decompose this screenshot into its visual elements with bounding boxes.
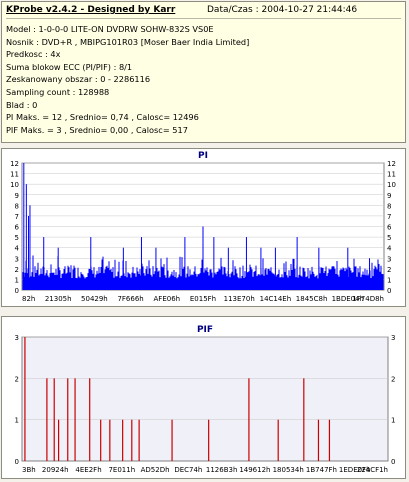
x-tick-label: 1BDE04h (332, 295, 364, 303)
y-tick-label-right: 12 (387, 160, 396, 168)
y-tick-label-right: 7 (387, 213, 391, 221)
y-tick-label-right: 3 (387, 255, 391, 263)
y-tick-label-left: 1 (15, 417, 19, 425)
pif-chart: PIF 0 0 1 1 2 2 3 3 3Bh 20924h 4EE2Fh 7E011h AD52Dh DE… (15, 325, 396, 474)
x-tick-label: AFE06h (154, 295, 181, 303)
y-tick-label-left: 11 (10, 171, 19, 179)
y-tick-label-right: 1 (387, 276, 391, 284)
chart-title: PI (198, 151, 208, 161)
x-tick-label: 7E011h (108, 466, 135, 474)
y-tick-label-right: 9 (387, 192, 391, 200)
x-tick-label: 224CF1h (357, 466, 388, 474)
chart-title: PIF (197, 325, 213, 335)
y-tick-label-left: 10 (10, 181, 19, 189)
info-error: Blad : 0 (6, 99, 38, 110)
y-tick-label-right: 6 (387, 224, 392, 232)
x-tick-label: 21305h (45, 295, 72, 303)
y-tick-label-left: 5 (15, 234, 19, 242)
divider (6, 18, 401, 19)
info-sampling: Sampling count : 128988 (6, 86, 110, 97)
y-tick-label-right: 2 (387, 266, 391, 274)
x-tick-label: DEC74h (174, 466, 202, 474)
y-tick-label-right: 0 (391, 458, 395, 466)
pi-chart-panel: PI 0 0 1 1 2 2 3 3 4 4 5 5 6 6 7 7 8 8 9 9 10 10 11 11 12 12 82h 213… (1, 148, 406, 307)
x-tick-label: 1126B3h (206, 466, 238, 474)
y-tick-label-right: 8 (387, 202, 391, 210)
scan-date: Data/Czas : 2004-10-27 21:44:46 (207, 5, 358, 15)
app-title: KProbe v2.4.2 - Designed by Karr (6, 5, 176, 15)
x-tick-label: 149612h (239, 466, 270, 474)
y-tick-label-left: 3 (15, 255, 19, 263)
info-pi-stats: PI Maks. = 12 , Srednio= 0,74 , Calosc= … (6, 112, 199, 123)
y-tick-label-right: 11 (387, 171, 396, 179)
y-tick-label-left: 9 (15, 192, 19, 200)
info-model: Model : 1-0-0-0 LITE-ON DVDRW SOHW-832S … (6, 24, 214, 34)
x-tick-label: 3Bh (22, 466, 36, 474)
info-lines: Model : 1-0-0-0 LITE-ON DVDRW SOHW-832S … (6, 23, 249, 136)
y-tick-label-left: 2 (15, 375, 19, 383)
y-tick-label-left: 8 (15, 202, 19, 210)
x-tick-label: 180534h (273, 466, 304, 474)
y-tick-label-left: 6 (15, 224, 20, 232)
x-tick-label: 7F666h (117, 295, 143, 303)
x-tick-label: 1EDE0Fh (339, 466, 371, 474)
y-tick-label-right: 4 (387, 245, 392, 253)
y-tick-label-right: 1 (391, 417, 395, 425)
plot-area (21, 336, 389, 462)
x-tick-label: 4EE2Fh (75, 466, 101, 474)
x-tick-label: 1F74D8h (352, 295, 384, 303)
x-tick-label: 82h (22, 295, 35, 303)
y-tick-label-left: 0 (15, 287, 19, 295)
info-scanned-area: Zeskanowany obszar : 0 - 2286116 (6, 74, 151, 85)
x-tick-label: AD52Dh (141, 466, 170, 474)
y-tick-label-left: 1 (15, 276, 19, 284)
y-tick-label-left: 3 (15, 334, 19, 342)
y-tick-label-left: 12 (10, 160, 19, 168)
y-tick-label-left: 2 (15, 266, 19, 274)
info-pif-stats: PIF Maks. = 3 , Srednio= 0,00 , Calosc= … (6, 124, 188, 135)
y-tick-label-left: 0 (15, 458, 19, 466)
x-tick-label: 113E70h (224, 295, 255, 303)
info-ecc-sum: Suma blokow ECC (PI/PIF) : 8/1 (6, 61, 133, 72)
y-tick-label-right: 0 (387, 287, 391, 295)
info-media: Nosnik : DVD+R , MBIPG101R03 [Moser Baer… (6, 36, 250, 47)
x-tick-label: 14C14Eh (260, 295, 292, 303)
info-speed: Predkosc : 4x (6, 49, 61, 60)
y-tick-label-right: 5 (387, 234, 391, 242)
y-tick-label-right: 3 (391, 334, 395, 342)
y-tick-label-left: 4 (15, 245, 20, 253)
x-tick-label: 1B747Fh (306, 466, 337, 474)
x-tick-label: 20924h (42, 466, 69, 474)
x-tick-label: E015Fh (190, 295, 216, 303)
y-tick-label-right: 10 (387, 181, 396, 189)
pif-chart-panel: PIF 0 0 1 1 2 2 3 3 3Bh 20924h 4EE2Fh 7E011h AD52Dh DE… (1, 316, 406, 479)
y-tick-label-right: 2 (391, 375, 395, 383)
x-tick-label: 1845C8h (296, 295, 328, 303)
y-tick-label-left: 7 (15, 213, 19, 221)
info-panel: KProbe v2.4.2 - Designed by Karr Data/Cz… (1, 1, 406, 143)
x-tick-label: 50429h (81, 295, 108, 303)
